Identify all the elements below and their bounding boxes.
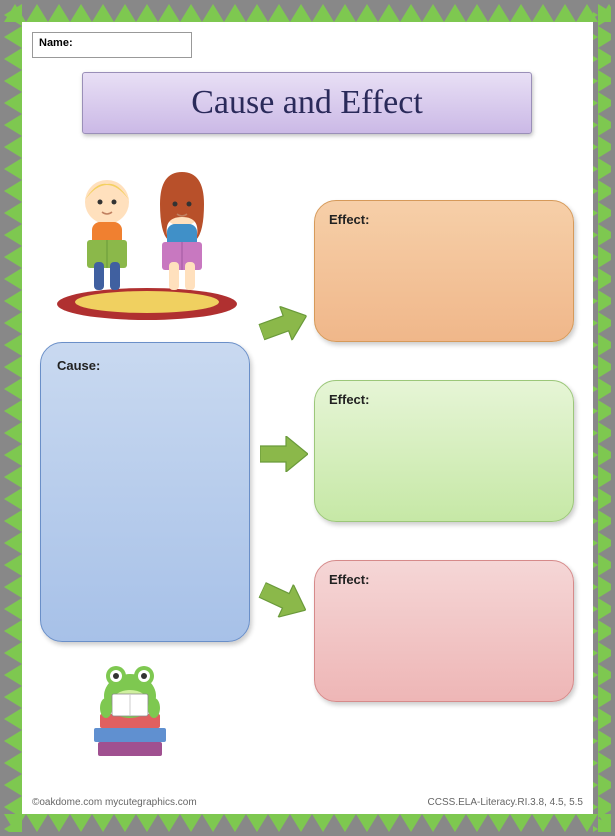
footer-standards: CCSS.ELA-Literacy.RI.3.8, 4.5, 5.5	[428, 797, 583, 808]
cause-label: Cause:	[57, 358, 100, 373]
effect-label-2: Effect:	[329, 392, 369, 407]
kids-reading-illustration	[52, 162, 242, 322]
arrow-icon	[255, 299, 312, 349]
worksheet-frame: Name: Cause and Effect	[0, 0, 615, 836]
arrow-icon	[260, 436, 308, 472]
name-field[interactable]: Name:	[32, 32, 192, 58]
effect-box-3[interactable]: Effect:	[314, 560, 574, 702]
arrow-icon	[255, 574, 314, 627]
title-banner: Cause and Effect	[82, 72, 532, 134]
effect-label-1: Effect:	[329, 212, 369, 227]
frog-reading-illustration	[80, 658, 180, 760]
worksheet-page: Name: Cause and Effect	[22, 22, 593, 814]
footer-credits: ©oakdome.com mycutegraphics.com	[32, 797, 197, 808]
effect-label-3: Effect:	[329, 572, 369, 587]
name-label: Name:	[39, 37, 73, 49]
cause-box[interactable]: Cause:	[40, 342, 250, 642]
effect-box-2[interactable]: Effect:	[314, 380, 574, 522]
effect-box-1[interactable]: Effect:	[314, 200, 574, 342]
page-title: Cause and Effect	[191, 84, 423, 122]
